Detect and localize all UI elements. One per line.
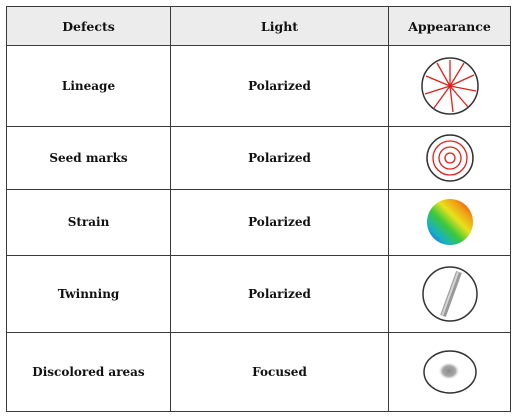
table-row: Discolored areas Focused xyxy=(6,331,511,413)
appearance-cell xyxy=(388,189,511,256)
light-cell: Polarized xyxy=(170,254,389,333)
defect-cell: Seed marks xyxy=(6,126,171,191)
header-light: Light xyxy=(170,6,389,46)
defect-cell: Strain xyxy=(6,189,171,256)
radial-lines-icon xyxy=(420,57,479,115)
header-appearance: Appearance xyxy=(388,6,511,46)
defect-cell: Twinning xyxy=(6,254,171,333)
defect-cell: Discolored areas xyxy=(6,331,171,413)
defect-cell: Lineage xyxy=(6,44,171,128)
appearance-cell xyxy=(388,331,511,413)
table-row: Lineage Polarized xyxy=(6,44,511,128)
gray-blotch-icon xyxy=(422,350,477,394)
rainbow-disc-icon xyxy=(426,199,473,246)
appearance-cell xyxy=(388,126,511,191)
table-row: Seed marks Polarized xyxy=(6,126,511,191)
table-row: Twinning Polarized xyxy=(6,254,511,333)
light-cell: Polarized xyxy=(170,189,389,256)
defects-table: Defects Light Appearance Lineage Polariz… xyxy=(6,6,511,413)
header-defects: Defects xyxy=(6,6,171,46)
light-cell: Focused xyxy=(170,331,389,413)
appearance-cell xyxy=(388,44,511,128)
light-cell: Polarized xyxy=(170,126,389,191)
table-row: Strain Polarized xyxy=(6,189,511,256)
appearance-cell xyxy=(388,254,511,333)
light-cell: Polarized xyxy=(170,44,389,128)
header-row: Defects Light Appearance xyxy=(6,6,511,46)
diagonal-band-icon xyxy=(421,265,478,322)
concentric-rings-icon xyxy=(425,134,474,183)
